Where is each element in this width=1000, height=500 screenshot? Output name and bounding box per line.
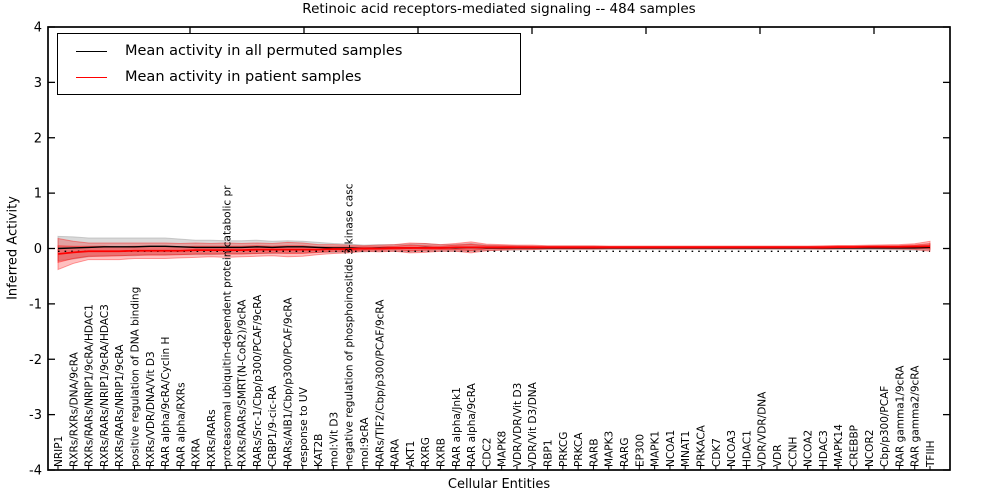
x-tick-label: Cbp/p300/PCAF xyxy=(879,386,891,467)
legend-entry-patient: Mean activity in patient samples xyxy=(58,65,520,89)
x-tick-label: RARs/TIF2/Cbp/p300/PCAF/9cRA xyxy=(374,299,386,467)
legend-entry-permuted: Mean activity in all permuted samples xyxy=(58,39,520,63)
x-tick-label: RARs/Src-1/Cbp/p300/PCAF/9cRA xyxy=(252,294,264,467)
x-tick-label: RBP1 xyxy=(543,439,555,467)
x-tick-label: MAPK8 xyxy=(497,431,509,467)
x-tick-label: CDK7 xyxy=(711,438,723,467)
x-tick-label: RARG xyxy=(619,438,631,468)
y-tick-label: 2 xyxy=(34,131,42,146)
y-tick-label: 3 xyxy=(34,76,42,91)
x-tick-label: MAPK1 xyxy=(650,431,662,467)
x-tick-label: PRKACA xyxy=(696,424,708,467)
x-tick-label: mol:9cRA xyxy=(359,417,371,467)
y-tick-label: -3 xyxy=(29,408,42,423)
x-tick-label: RXRs/RARs/NRIP1/9cRA/HDAC3 xyxy=(99,304,111,467)
x-tick-label: RARB xyxy=(588,438,600,467)
x-tick-label: MAPK3 xyxy=(604,431,616,467)
x-tick-label: KAT2B xyxy=(313,434,325,467)
x-tick-label: NCOR2 xyxy=(864,430,876,467)
x-tick-label: RXRs/RARs xyxy=(206,409,218,467)
x-tick-label: positive regulation of DNA binding xyxy=(129,287,141,467)
x-tick-label: CREBBP xyxy=(849,425,861,467)
legend-box: Mean activity in all permuted samples Me… xyxy=(57,33,521,95)
patient-std-inner-band xyxy=(57,242,931,263)
x-tick-label: RXRA xyxy=(191,438,203,467)
x-tick-label: NRIP1 xyxy=(53,436,65,467)
y-axis-label: Inferred Activity xyxy=(5,196,21,300)
x-tick-label: RAR alpha/RXRs xyxy=(175,382,187,467)
x-tick-label: RAR gamma2/9cRA xyxy=(910,365,922,467)
x-tick-label: RAR alpha/9cRA/Cyclin H xyxy=(160,337,172,467)
legend-label-patient: Mean activity in patient samples xyxy=(125,69,362,85)
x-tick-label: RXRs/RXRs/DNA/9cRA xyxy=(68,351,80,467)
x-tick-label: RXRB xyxy=(435,438,447,467)
patient-line-swatch xyxy=(76,76,107,78)
x-tick-label: VDR/VDR/Vit D3 xyxy=(512,383,524,467)
x-tick-label: RXRs/RARs/NRIP1/9cRA xyxy=(114,344,126,467)
x-tick-label: NCOA3 xyxy=(726,430,738,467)
permuted-line-swatch xyxy=(76,50,107,52)
x-tick-label: MAPK14 xyxy=(833,424,845,467)
x-tick-label: RAR gamma1/9cRA xyxy=(894,365,906,467)
x-axis-label: Cellular Entities xyxy=(447,477,551,492)
x-tick-label: CDC2 xyxy=(481,438,493,467)
x-tick-label: RXRs/RARs/SMRT(N-CoR2)/9cRA xyxy=(237,299,249,467)
x-tick-label: mol:Vit D3 xyxy=(328,412,340,467)
chart-title: Retinoic acid receptors-mediated signali… xyxy=(302,1,696,17)
x-tick-label: PRKCG xyxy=(558,432,570,467)
x-tick-label: CRBP1/9-cic-RA xyxy=(267,385,279,467)
x-tick-label: RARA xyxy=(390,438,402,467)
x-tick-label: VDR/VDR/DNA xyxy=(757,391,769,467)
x-tick-label: RARs/AIB1/Cbp/p300/PCAF/9cRA xyxy=(282,297,294,467)
x-tick-label: RAR alpha/Jnk1 xyxy=(451,387,463,467)
x-tick-label: HDAC3 xyxy=(818,430,830,467)
x-tick-label: NCOA1 xyxy=(665,430,677,467)
x-tick-label: VDR/Vit D3/DNA xyxy=(527,381,539,467)
x-tick-label: NCOA2 xyxy=(803,430,815,467)
x-tick-label: HDAC1 xyxy=(741,430,753,467)
y-tick-label: -4 xyxy=(29,464,42,479)
y-tick-label: 1 xyxy=(34,187,42,202)
x-tick-label: response to UV xyxy=(298,386,310,467)
y-tick-label: -1 xyxy=(29,297,42,312)
x-tick-label: RXRs/VDR/DNA/Vit D3 xyxy=(145,351,157,467)
y-tick-label: -2 xyxy=(29,353,42,368)
x-tick-label: RXRG xyxy=(420,437,432,467)
y-tick-label: 4 xyxy=(34,21,42,36)
legend-label-permuted: Mean activity in all permuted samples xyxy=(125,43,403,59)
x-tick-label: VDR xyxy=(772,444,784,467)
x-tick-label: CCNH xyxy=(787,437,799,467)
x-tick-label: negative regulation of phosphoinositide … xyxy=(344,183,356,467)
y-tick-label: 0 xyxy=(34,242,42,257)
x-tick-label: RXRs/RARs/NRIP1/9cRA/HDAC1 xyxy=(84,304,96,467)
x-tick-label: TFIIH xyxy=(925,440,937,468)
x-tick-label: PRKCA xyxy=(573,432,585,467)
x-tick-label: RAR alpha/9cRA xyxy=(466,382,478,467)
x-tick-label: proteasomal ubiquitin-dependent protein … xyxy=(221,185,233,467)
x-tick-label: MNAT1 xyxy=(680,431,692,467)
x-tick-label: AKT1 xyxy=(405,441,417,467)
x-tick-label: EP300 xyxy=(634,434,646,467)
patient-mean-line xyxy=(57,245,931,255)
